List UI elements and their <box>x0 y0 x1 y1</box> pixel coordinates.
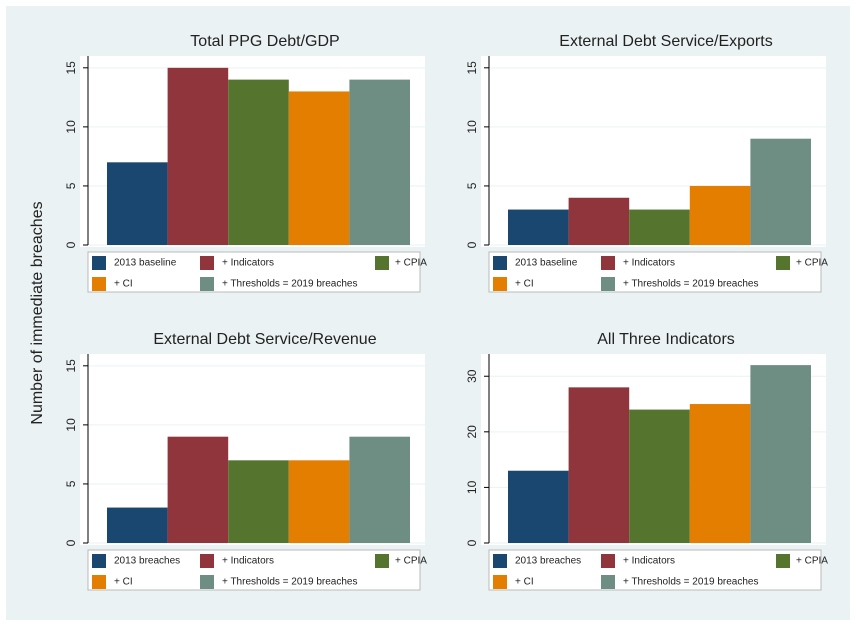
y-tick-label: 10 <box>64 120 78 134</box>
y-tick-label: 0 <box>465 539 479 546</box>
bar <box>508 470 569 543</box>
y-tick-label: 5 <box>465 182 479 189</box>
y-tick-label: 10 <box>465 480 479 494</box>
bar <box>228 460 289 543</box>
legend-label: + Indicators <box>623 258 675 269</box>
legend-swatch <box>493 554 507 568</box>
y-tick-label: 5 <box>64 480 78 487</box>
y-tick-label: 30 <box>465 369 479 383</box>
legend-swatch <box>375 554 389 568</box>
legend-label: 2013 baseline <box>515 258 578 269</box>
legend <box>488 549 822 591</box>
legend-swatch <box>493 256 507 270</box>
legend-swatch <box>200 554 214 568</box>
legend-label: + Thresholds = 2019 breaches <box>623 279 758 290</box>
bar <box>629 209 690 245</box>
panel-title: All Three Indicators <box>597 331 735 348</box>
legend-swatch <box>776 554 790 568</box>
legend-label: + CI <box>515 279 534 290</box>
legend-label: + Indicators <box>222 258 274 269</box>
legend <box>87 549 421 591</box>
legend <box>87 251 421 293</box>
bar <box>288 460 350 543</box>
panel-title: External Debt Service/Revenue <box>153 331 376 348</box>
bar <box>629 409 690 543</box>
legend-label: 2013 baseline <box>114 258 177 269</box>
legend-swatch <box>601 575 615 589</box>
legend-swatch <box>200 256 214 270</box>
y-tick-label: 15 <box>64 359 78 373</box>
bar <box>107 162 168 245</box>
legend-label: + Indicators <box>623 556 675 567</box>
bar <box>349 79 410 245</box>
panel-title: Total PPG Debt/GDP <box>190 33 339 50</box>
bar <box>288 91 350 245</box>
legend-label: + CPIA <box>395 556 427 567</box>
bar <box>750 365 811 543</box>
y-tick-label: 15 <box>465 61 479 75</box>
legend-label: + CPIA <box>395 258 427 269</box>
legend-label: + CI <box>114 577 133 588</box>
legend-swatch <box>92 277 106 291</box>
bar <box>508 209 569 245</box>
y-tick-label: 0 <box>64 539 78 546</box>
legend-swatch <box>493 277 507 291</box>
legend-label: + CI <box>114 279 133 290</box>
legend-swatch <box>375 256 389 270</box>
legend <box>488 251 822 293</box>
y-tick-label: 0 <box>64 241 78 248</box>
y-tick-label: 0 <box>465 241 479 248</box>
legend-label: 2013 breaches <box>114 556 180 567</box>
y-tick-label: 10 <box>465 120 479 134</box>
bar <box>167 436 229 543</box>
y-tick-label: 20 <box>465 425 479 439</box>
legend-swatch <box>200 277 214 291</box>
legend-label: + Thresholds = 2019 breaches <box>623 577 758 588</box>
legend-label: 2013 breaches <box>515 556 581 567</box>
bar <box>228 79 289 245</box>
bar <box>107 507 168 543</box>
y-tick-label: 5 <box>64 182 78 189</box>
legend-label: + Indicators <box>222 556 274 567</box>
bar <box>568 197 630 245</box>
legend-swatch <box>601 256 615 270</box>
legend-swatch <box>493 575 507 589</box>
legend-swatch <box>601 554 615 568</box>
legend-swatch <box>92 554 106 568</box>
legend-label: + CPIA <box>796 258 828 269</box>
legend-label: + Thresholds = 2019 breaches <box>222 577 357 588</box>
legend-swatch <box>92 575 106 589</box>
y-tick-label: 10 <box>64 418 78 432</box>
bar <box>689 185 751 245</box>
legend-label: + CPIA <box>796 556 828 567</box>
y-axis-label: Number of immediate breaches <box>29 201 46 424</box>
legend-label: + CI <box>515 577 534 588</box>
bar <box>689 404 751 543</box>
bar <box>167 67 229 245</box>
bar <box>750 138 811 245</box>
y-tick-label: 15 <box>64 61 78 75</box>
panel-title: External Debt Service/Exports <box>559 33 772 50</box>
legend-swatch <box>776 256 790 270</box>
bar <box>568 387 630 543</box>
legend-swatch <box>92 256 106 270</box>
bar <box>349 436 410 543</box>
legend-swatch <box>601 277 615 291</box>
legend-swatch <box>200 575 214 589</box>
legend-label: + Thresholds = 2019 breaches <box>222 279 357 290</box>
